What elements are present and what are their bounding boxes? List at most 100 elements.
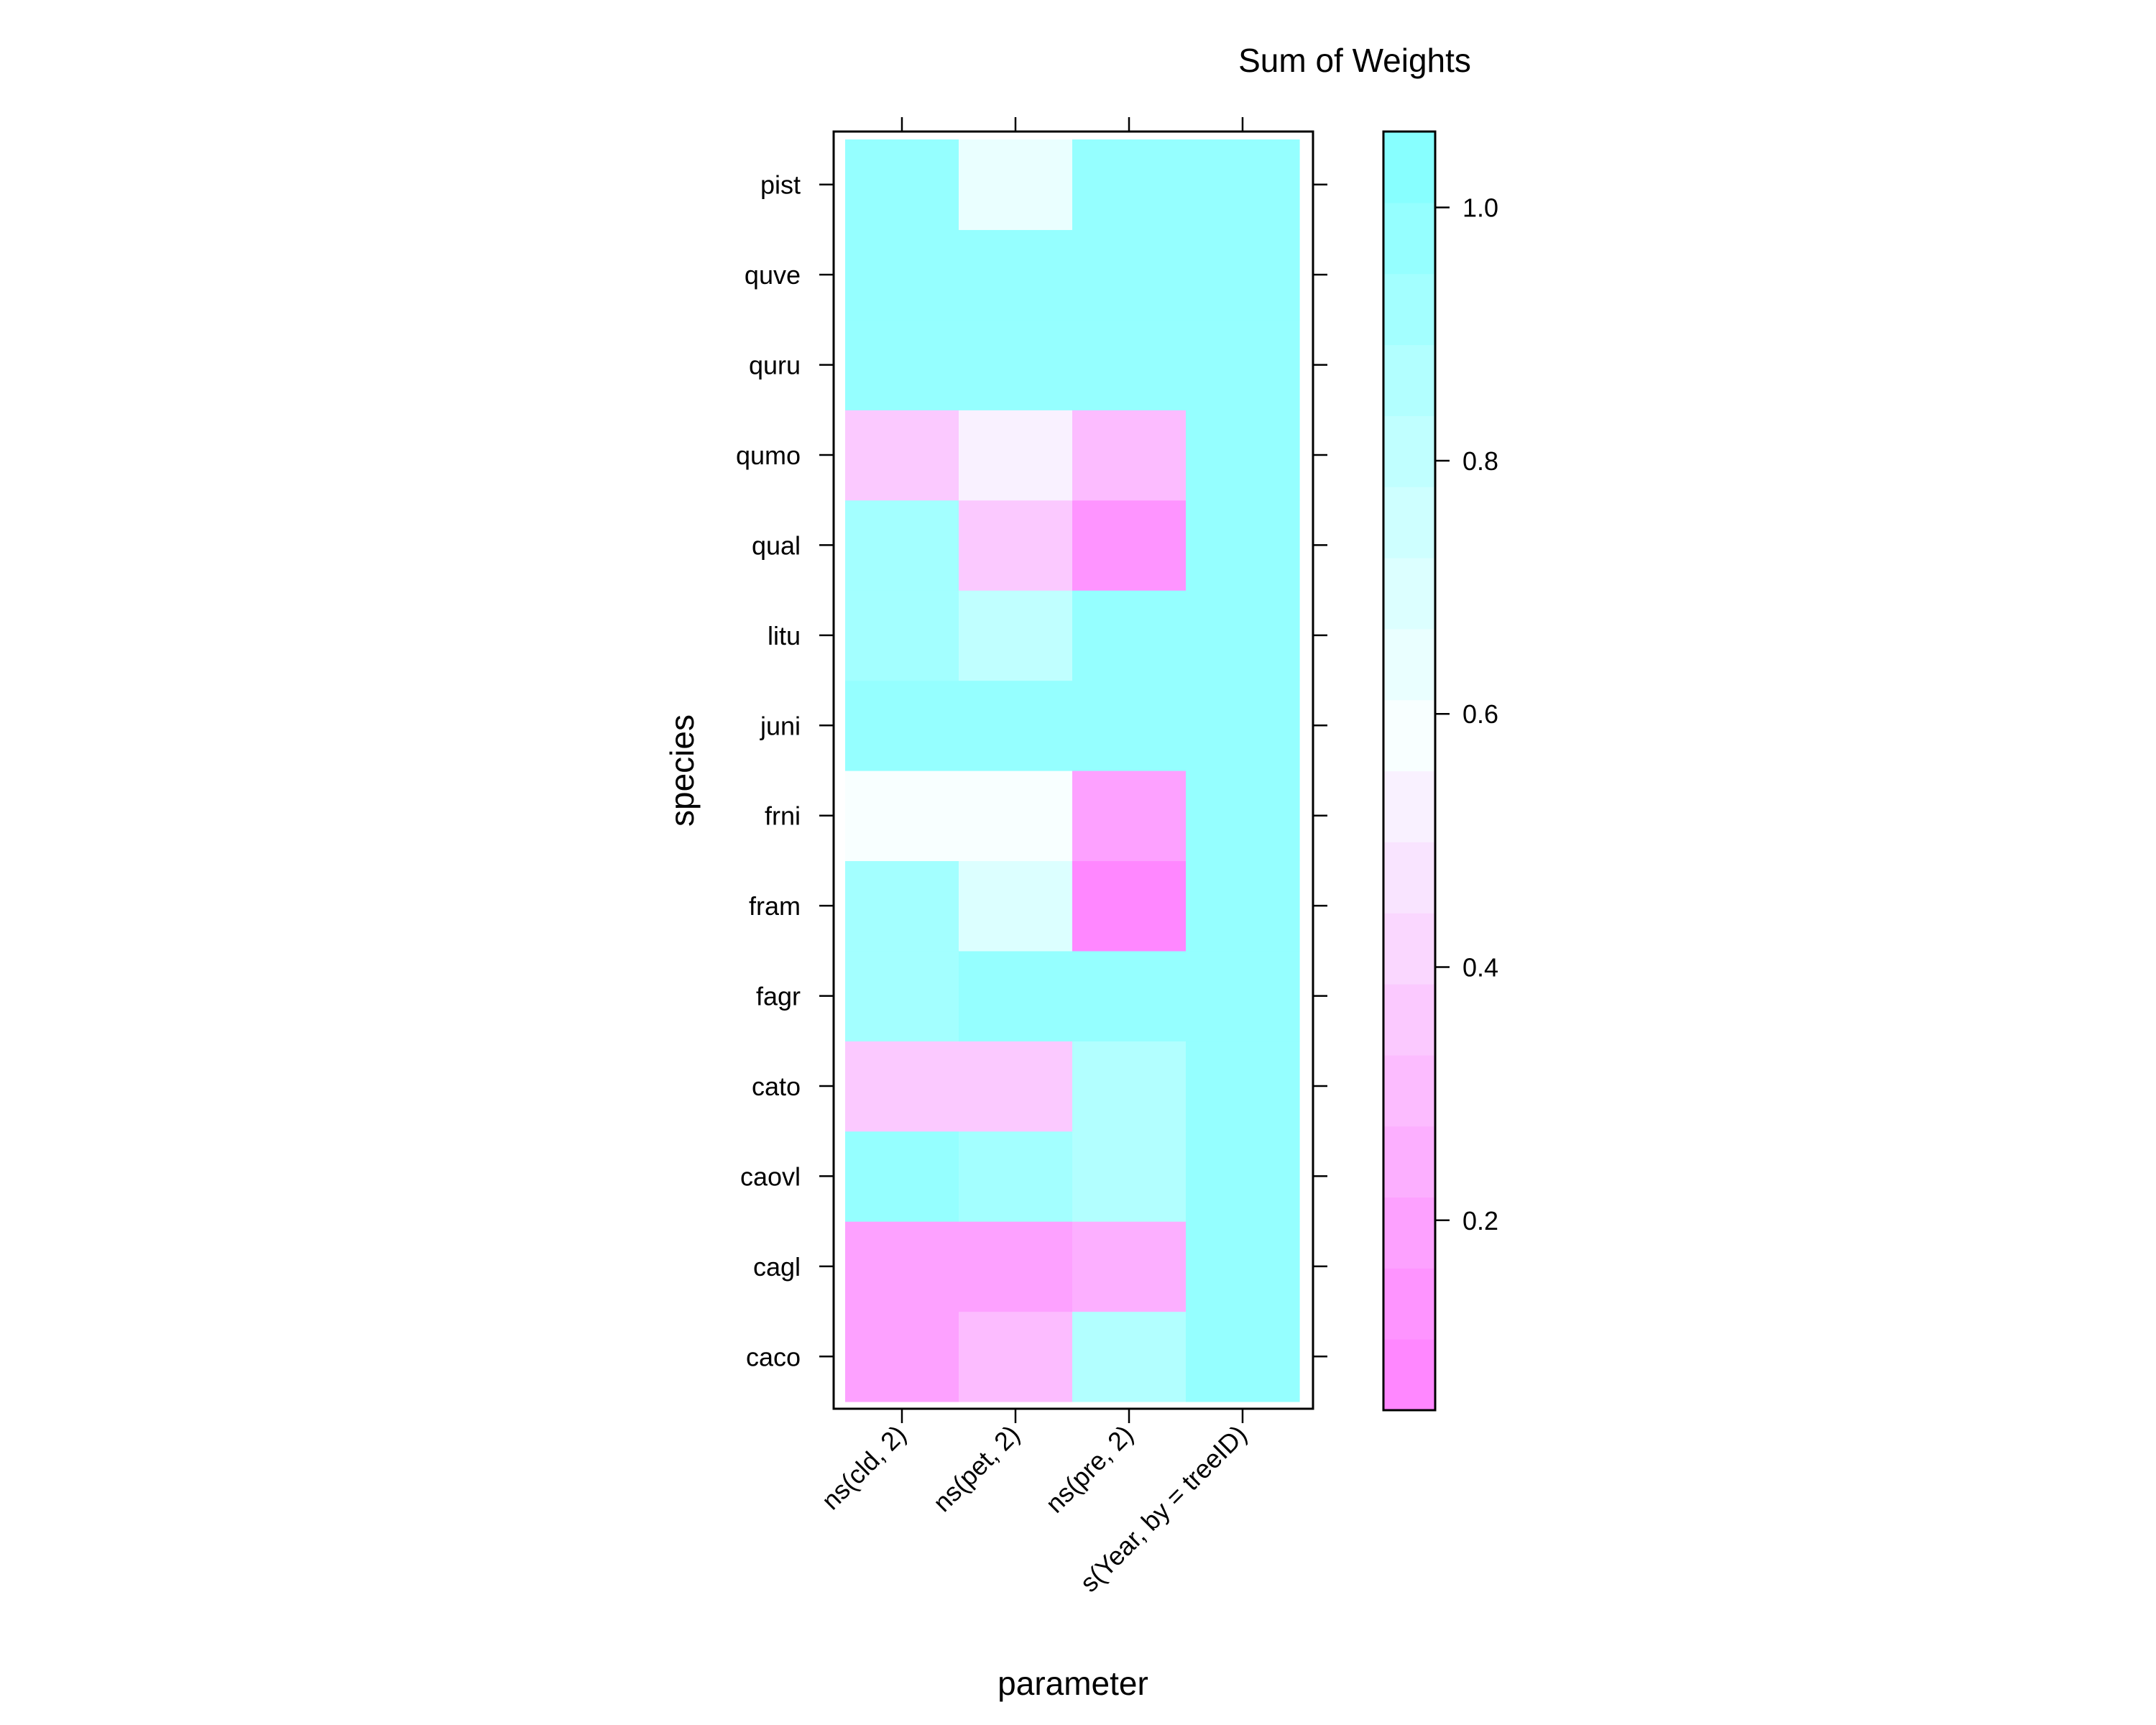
- heatmap-cell-qual-0: [845, 500, 959, 591]
- y-tick-label: qumo: [736, 441, 801, 470]
- y-tick-label: caco: [746, 1342, 801, 1371]
- heatmap-cell-pist-2: [1072, 139, 1187, 231]
- heatmap-cell-quve-2: [1072, 229, 1187, 321]
- colorbar-level: [1383, 487, 1435, 558]
- heatmap-cells: [845, 139, 1300, 1402]
- colorbar-level: [1383, 842, 1435, 914]
- heatmap-cell-caco-3: [1186, 1311, 1300, 1402]
- plot-frame: [832, 130, 1314, 1410]
- heatmap-cell-cato-3: [1186, 1041, 1300, 1132]
- colorbar-tick-label: 0.2: [1462, 1206, 1498, 1236]
- heatmap-cell-quve-0: [845, 229, 959, 321]
- heatmap-cell-juni-2: [1072, 680, 1187, 771]
- heatmap-cell-quru-2: [1072, 319, 1187, 410]
- heatmap-cell-qumo-2: [1072, 410, 1187, 501]
- heatmap-cell-fagr-2: [1072, 950, 1187, 1041]
- y-axis: caco cagl caovl cato fagr fram frni juni litu qua…: [736, 170, 1327, 1371]
- y-tick-label: quve: [745, 260, 801, 290]
- colorbar-level: [1383, 628, 1435, 701]
- colorbar-frame: [1382, 130, 1437, 1412]
- heatmap-cell-quve-3: [1186, 229, 1300, 321]
- heatmap-cell-quve-1: [959, 229, 1073, 321]
- heatmap-cell-juni-3: [1186, 680, 1300, 771]
- heatmap-cell-cato-2: [1072, 1041, 1187, 1132]
- colorbar-level: [1383, 344, 1435, 416]
- colorbar-level: [1383, 558, 1435, 630]
- heatmap-cell-qual-2: [1072, 500, 1187, 591]
- colorbar-level: [1383, 1339, 1435, 1411]
- x-tick-label: ns(pre, 2): [1040, 1420, 1139, 1519]
- heatmap-cell-pist-3: [1186, 139, 1300, 231]
- colorbar-title: Sum of Weights: [1238, 42, 1471, 79]
- colorbar-level: [1383, 415, 1435, 487]
- y-tick-label: litu: [768, 621, 801, 650]
- heatmap-cell-fagr-3: [1186, 950, 1300, 1041]
- heatmap-cell-quru-3: [1186, 319, 1300, 410]
- heatmap-cell-caovl-3: [1186, 1131, 1300, 1222]
- heatmap-cell-cagl-1: [959, 1221, 1073, 1312]
- colorbar-level: [1383, 1126, 1435, 1198]
- heatmap-cell-quru-1: [959, 319, 1073, 410]
- colorbar-level: [1383, 1197, 1435, 1269]
- colorbar-level: [1383, 913, 1435, 985]
- x-tick-label: ns(cld, 2): [816, 1420, 912, 1516]
- heatmap-cell-juni-0: [845, 680, 959, 771]
- heatmap-cell-pist-1: [959, 139, 1073, 231]
- colorbar-level: [1383, 132, 1435, 203]
- colorbar: 0.2 0.4 0.6 0.8 1.0: [1382, 130, 1498, 1412]
- heatmap-cell-pist-0: [845, 139, 959, 231]
- heatmap-cell-qumo-0: [845, 410, 959, 501]
- heatmap-cell-litu-0: [845, 590, 959, 681]
- heatmap-cell-caco-1: [959, 1311, 1073, 1402]
- heatmap-cell-fram-3: [1186, 860, 1300, 952]
- heatmap-cell-fagr-1: [959, 950, 1073, 1041]
- heatmap-cell-juni-1: [959, 680, 1073, 771]
- y-tick-label: frni: [765, 801, 801, 831]
- y-tick-label: fram: [749, 891, 801, 921]
- colorbar-level: [1383, 1268, 1435, 1340]
- colorbar-tick-label: 0.6: [1462, 699, 1498, 729]
- heatmap-cell-fram-0: [845, 860, 959, 952]
- colorbar-level: [1383, 984, 1435, 1056]
- y-tick-label: cato: [752, 1072, 801, 1101]
- y-tick-label: pist: [760, 170, 801, 200]
- heatmap-cell-litu-1: [959, 590, 1073, 681]
- heatmap-cell-cato-1: [959, 1041, 1073, 1132]
- y-tick-label: fagr: [756, 982, 801, 1011]
- y-tick-label: juni: [760, 711, 801, 740]
- x-tick-label: ns(pet, 2): [927, 1420, 1026, 1518]
- y-tick-label: qual: [752, 530, 801, 560]
- colorbar-tick-label: 0.4: [1462, 953, 1498, 983]
- y-axis-label: species: [663, 714, 701, 827]
- heatmap-cell-frni-0: [845, 770, 959, 862]
- heatmap-cell-frni-2: [1072, 770, 1187, 862]
- heatmap-cell-frni-1: [959, 770, 1073, 862]
- heatmap-cell-caco-0: [845, 1311, 959, 1402]
- heatmap-cell-cagl-2: [1072, 1221, 1187, 1312]
- heatmap-cell-caovl-1: [959, 1131, 1073, 1222]
- colorbar-tick-label: 0.8: [1462, 446, 1498, 476]
- y-tick-label: cagl: [753, 1252, 801, 1282]
- heatmap-cell-qumo-3: [1186, 410, 1300, 501]
- colorbar-level: [1383, 699, 1435, 772]
- colorbar-level: [1383, 202, 1435, 275]
- heatmap-cell-qual-3: [1186, 500, 1300, 591]
- colorbar-tick-label: 1.0: [1462, 193, 1498, 223]
- heatmap-cell-qumo-1: [959, 410, 1073, 501]
- heatmap-cell-caco-2: [1072, 1311, 1187, 1402]
- heatmap-cell-litu-3: [1186, 590, 1300, 681]
- y-tick-label: caovl: [740, 1162, 801, 1191]
- heatmap-cell-fram-1: [959, 860, 1073, 952]
- colorbar-level: [1383, 273, 1435, 346]
- heatmap-cell-fram-2: [1072, 860, 1187, 952]
- colorbar-level: [1383, 1054, 1435, 1127]
- heatmap-cell-quru-0: [845, 319, 959, 410]
- heatmap-cell-qual-1: [959, 500, 1073, 591]
- y-tick-label: quru: [749, 351, 801, 380]
- heatmap-cell-cagl-0: [845, 1221, 959, 1312]
- heatmap-cell-caovl-0: [845, 1131, 959, 1222]
- colorbar-level: [1383, 770, 1435, 842]
- heatmap-cell-fagr-0: [845, 950, 959, 1041]
- heatmap-cell-cagl-3: [1186, 1221, 1300, 1312]
